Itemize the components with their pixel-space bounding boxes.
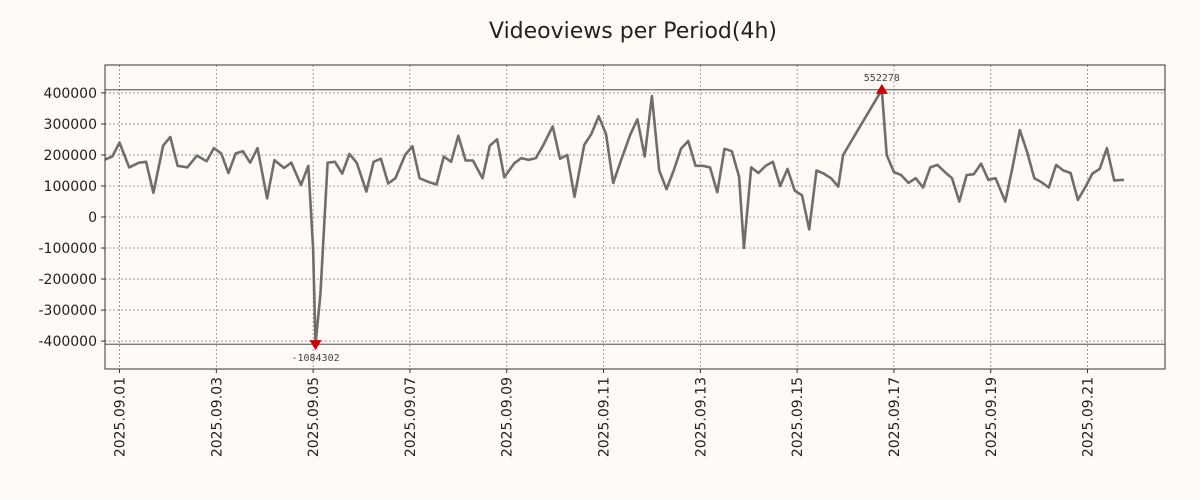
y-tick-label: -100000: [39, 241, 98, 257]
x-tick-label: 2025.09.05: [306, 377, 322, 457]
x-axis: 2025.09.01 2025.09.03 2025.09.05 2025.09.07…: [113, 369, 1097, 457]
x-tick-label: 2025.09.15: [790, 377, 806, 457]
chart-title: Videoviews per Period(4h): [489, 19, 777, 44]
x-tick-label: 2025.09.13: [693, 377, 709, 457]
y-tick-label: 100000: [44, 179, 97, 195]
y-tick-label: -300000: [39, 303, 98, 319]
max-marker: [875, 83, 888, 94]
min-marker: [309, 340, 322, 351]
y-axis: 400000 300000 200000 100000 0 -100000 -200000 -…: [39, 86, 105, 350]
x-tick-label: 2025.09.07: [403, 377, 419, 457]
x-tick-label: 2025.09.03: [209, 377, 225, 457]
min-annotation-label: -1084302: [291, 353, 339, 364]
series-layer: [104, 88, 1124, 346]
x-tick-label: 2025.09.11: [597, 377, 613, 457]
reference-lines: [105, 89, 1165, 345]
grid-layer: [105, 65, 1165, 369]
x-tick-label: 2025.09.09: [500, 377, 516, 457]
annotation-layer: 552278 -1084302: [291, 73, 899, 364]
x-tick-label: 2025.09.17: [887, 377, 903, 457]
series-line: [104, 88, 1124, 346]
y-tick-label: 200000: [44, 148, 97, 164]
y-tick-label: 400000: [44, 86, 97, 102]
y-tick-label: -200000: [39, 272, 98, 288]
y-tick-label: -400000: [39, 334, 98, 350]
max-annotation-label: 552278: [864, 73, 900, 84]
x-tick-label: 2025.09.19: [984, 377, 1000, 457]
x-tick-label: 2025.09.01: [113, 377, 129, 457]
y-tick-label: 300000: [44, 117, 97, 133]
y-tick-label: 0: [88, 210, 97, 226]
x-tick-label: 2025.09.21: [1081, 377, 1097, 457]
